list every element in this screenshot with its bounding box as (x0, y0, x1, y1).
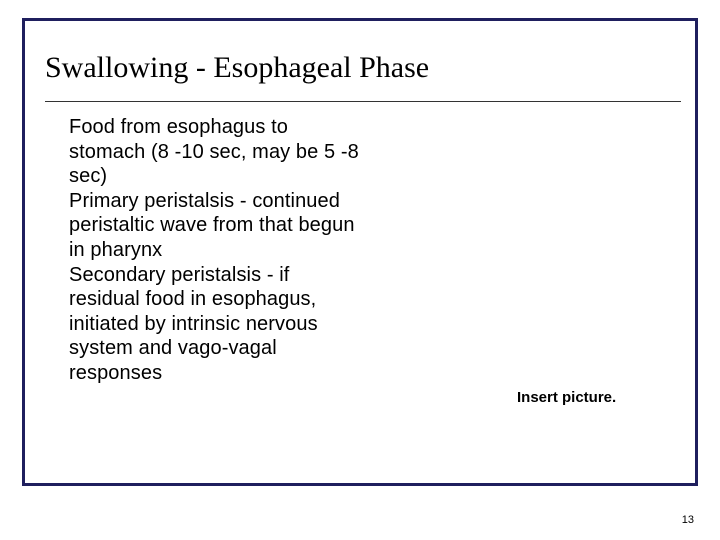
slide-page: Swallowing - Esophageal Phase Food from … (0, 0, 720, 540)
page-number: 13 (682, 514, 694, 526)
slide-frame: Swallowing - Esophageal Phase Food from … (22, 18, 698, 486)
slide-title: Swallowing - Esophageal Phase (45, 51, 429, 85)
insert-picture-placeholder: Insert picture. (517, 389, 616, 406)
slide-body-text: Food from esophagus to stomach (8 -10 se… (69, 115, 359, 386)
title-underline (45, 101, 681, 102)
